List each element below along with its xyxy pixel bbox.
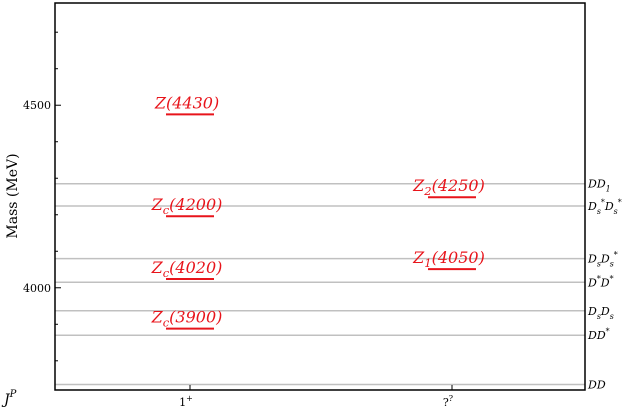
- threshold-label-d-sstard-sstar: Ds​*​Ds​*​: [587, 198, 622, 216]
- threshold-label-d-sd-sstar: Ds​Ds​*​: [587, 251, 618, 269]
- state-label-z-c-4200: Zc​(4200): [151, 195, 223, 217]
- plot-frame: [54, 2, 586, 391]
- threshold-lines: DD DD*​ Ds​Ds​ D*​D*​ Ds​Ds​*​ Ds​*​Ds​*​ DD1​: [55, 178, 622, 392]
- y-tick-label: 4000: [23, 282, 51, 295]
- y-axis-title: Mass (MeV): [5, 153, 21, 238]
- x-tick-label-2: ??: [443, 394, 453, 409]
- threshold-label-dd: DD: [587, 379, 606, 392]
- state-label-z-1-4050: Z1​(4050): [412, 248, 485, 270]
- y-axis-ticks: 4000 4500: [23, 31, 61, 362]
- threshold-label-d-sd-s: Ds​Ds​: [587, 305, 614, 321]
- threshold-label-ddstar: DD*​: [587, 327, 610, 342]
- state-levels: Z(4430) Zc​(4200) Zc​(4020) Zc​(3900) Z2​(42…: [151, 93, 485, 330]
- state-label-z-2-4250: Z2​(4250): [412, 176, 485, 198]
- x-axis-ticks: 1+??: [179, 385, 453, 409]
- state-label-z-c-4020: Zc​(4020): [151, 258, 223, 280]
- threshold-label-dstardstar: D*​D*​: [587, 274, 614, 289]
- threshold-label-dd-1: DD1​: [587, 178, 611, 194]
- y-tick-label: 4500: [23, 99, 51, 112]
- state-label-z-4430: Z(4430): [154, 93, 219, 112]
- x-tick-label-1: 1+: [179, 394, 193, 409]
- state-label-z-c-3900: Zc​(3900): [151, 308, 223, 330]
- x-axis-title: JP: [1, 389, 17, 408]
